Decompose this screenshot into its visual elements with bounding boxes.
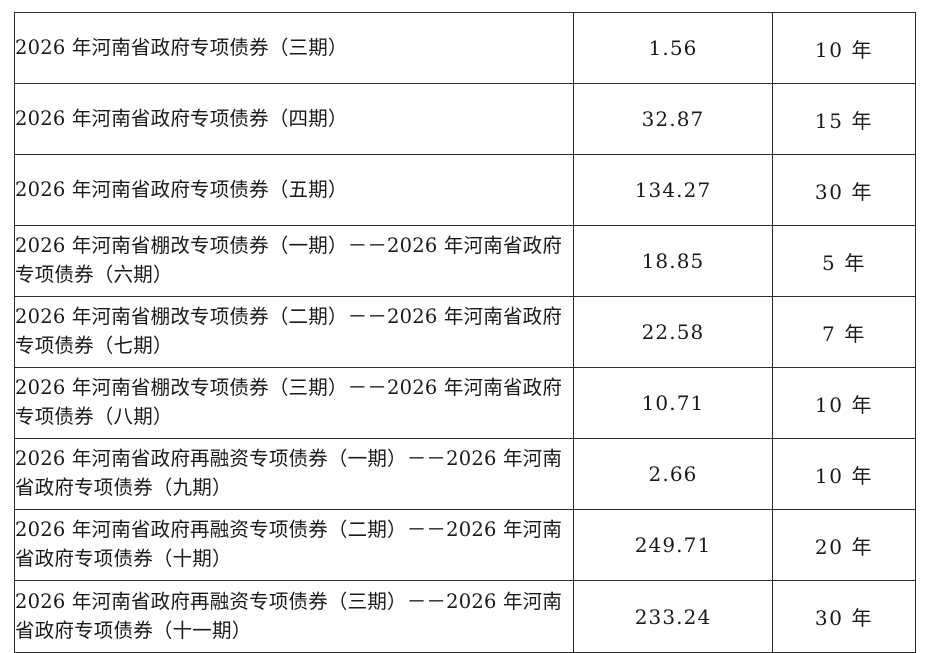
bond-term-cell: 10 年	[772, 367, 916, 439]
bond-term-cell: 30 年	[772, 580, 916, 653]
bond-term-cell: 10 年	[772, 438, 916, 510]
bond-name-cell: 2026 年河南省政府专项债券（三期）	[14, 12, 574, 84]
bond-amount-cell: 134.27	[573, 154, 773, 226]
bond-amount-cell: 18.85	[573, 225, 773, 297]
table-row: 2026 年河南省政府再融资专项债券（三期）－－2026 年河南省政府专项债券（…	[14, 580, 916, 653]
table-row: 2026 年河南省政府再融资专项债券（二期）－－2026 年河南省政府专项债券（…	[14, 509, 916, 581]
bond-amount-cell: 1.56	[573, 12, 773, 84]
bond-name-cell: 2026 年河南省政府再融资专项债券（三期）－－2026 年河南省政府专项债券（…	[14, 580, 574, 653]
bond-issuance-table: 2026 年河南省政府专项债券（三期） 1.56 10 年 2026 年河南省政…	[14, 12, 916, 653]
bond-name-cell: 2026 年河南省政府专项债券（四期）	[14, 83, 574, 155]
bond-amount-cell: 249.71	[573, 509, 773, 581]
table-row: 2026 年河南省政府专项债券（三期） 1.56 10 年	[14, 12, 916, 84]
bond-amount-cell: 233.24	[573, 580, 773, 653]
bond-name-cell: 2026 年河南省棚改专项债券（一期）－－2026 年河南省政府专项债券（六期）	[14, 225, 574, 297]
bond-term-cell: 30 年	[772, 154, 916, 226]
bond-amount-cell: 10.71	[573, 367, 773, 439]
table-row: 2026 年河南省政府专项债券（五期） 134.27 30 年	[14, 154, 916, 226]
table-row: 2026 年河南省政府专项债券（四期） 32.87 15 年	[14, 83, 916, 155]
bond-term-cell: 10 年	[772, 12, 916, 84]
bond-name-cell: 2026 年河南省政府再融资专项债券（二期）－－2026 年河南省政府专项债券（…	[14, 509, 574, 581]
bond-name-cell: 2026 年河南省政府再融资专项债券（一期）－－2026 年河南省政府专项债券（…	[14, 438, 574, 510]
bond-name-cell: 2026 年河南省棚改专项债券（二期）－－2026 年河南省政府专项债券（七期）	[14, 296, 574, 368]
bond-amount-cell: 22.58	[573, 296, 773, 368]
bond-term-cell: 20 年	[772, 509, 916, 581]
bond-term-cell: 7 年	[772, 296, 916, 368]
bond-amount-cell: 32.87	[573, 83, 773, 155]
bond-term-cell: 5 年	[772, 225, 916, 297]
bond-name-cell: 2026 年河南省棚改专项债券（三期）－－2026 年河南省政府专项债券（八期）	[14, 367, 574, 439]
bond-amount-cell: 2.66	[573, 438, 773, 510]
bond-name-cell: 2026 年河南省政府专项债券（五期）	[14, 154, 574, 226]
table-row: 2026 年河南省政府再融资专项债券（一期）－－2026 年河南省政府专项债券（…	[14, 438, 916, 510]
table-row: 2026 年河南省棚改专项债券（一期）－－2026 年河南省政府专项债券（六期）…	[14, 225, 916, 297]
table-row: 2026 年河南省棚改专项债券（二期）－－2026 年河南省政府专项债券（七期）…	[14, 296, 916, 368]
bond-term-cell: 15 年	[772, 83, 916, 155]
table-row: 2026 年河南省棚改专项债券（三期）－－2026 年河南省政府专项债券（八期）…	[14, 367, 916, 439]
table-body: 2026 年河南省政府专项债券（三期） 1.56 10 年 2026 年河南省政…	[14, 12, 916, 653]
